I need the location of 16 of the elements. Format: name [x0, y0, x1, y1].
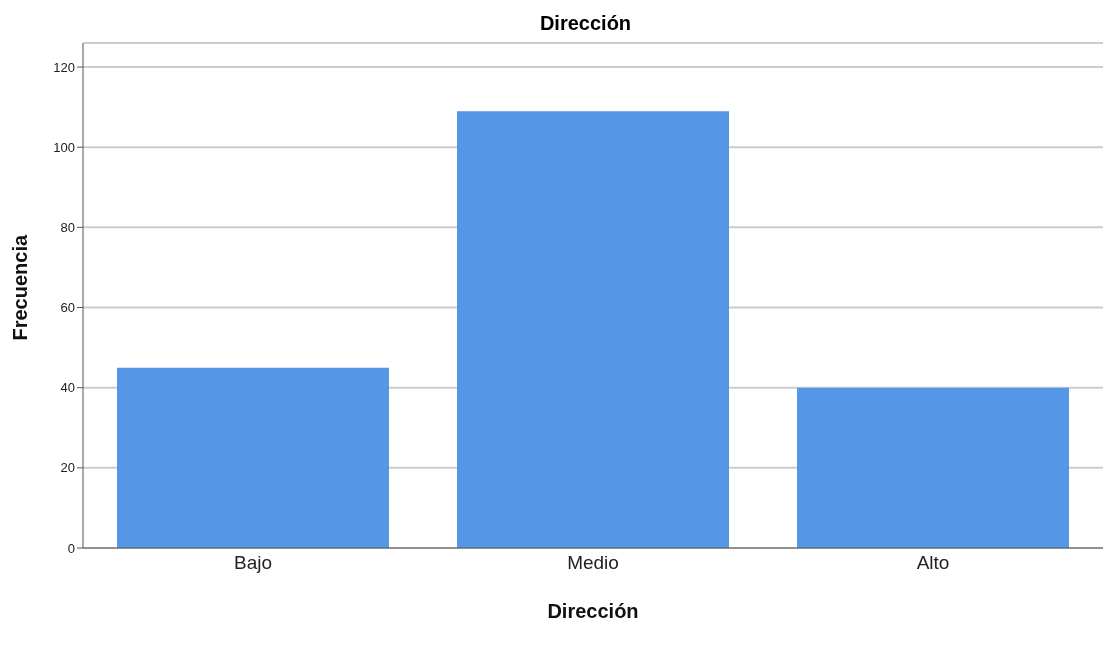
y-axis-title: Frecuencia: [9, 234, 32, 341]
y-tick-label: 60: [60, 300, 75, 316]
x-axis-title: Dirección: [547, 600, 639, 622]
y-tick-label: 40: [60, 380, 75, 396]
y-tick-label: 120: [53, 59, 75, 75]
bar: [117, 367, 389, 548]
x-tick-label: Alto: [916, 552, 950, 574]
x-tick-label: Bajo: [233, 552, 273, 574]
x-tick-label: Medio: [567, 552, 619, 574]
y-tick-label: 100: [53, 139, 75, 155]
y-tick-label: 20: [60, 460, 75, 476]
y-tick-label: 0: [67, 540, 75, 556]
y-tick-label: 80: [60, 219, 75, 235]
bar: [797, 387, 1069, 548]
chart-title: Dirección: [538, 11, 633, 36]
bar: [457, 111, 729, 548]
